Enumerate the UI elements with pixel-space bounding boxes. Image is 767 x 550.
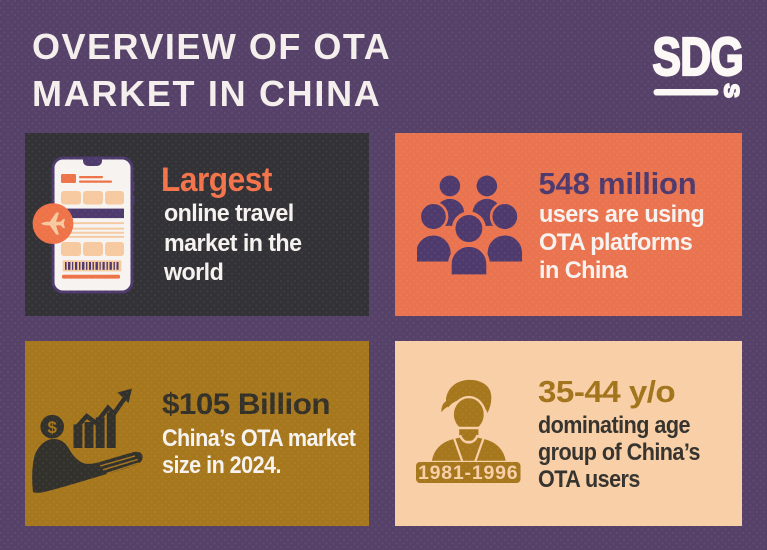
- svg-text:$: $: [47, 418, 57, 437]
- svg-text:S: S: [720, 84, 744, 98]
- svg-text:1981-1996: 1981-1996: [418, 462, 518, 484]
- svg-text:SDG: SDG: [652, 27, 743, 87]
